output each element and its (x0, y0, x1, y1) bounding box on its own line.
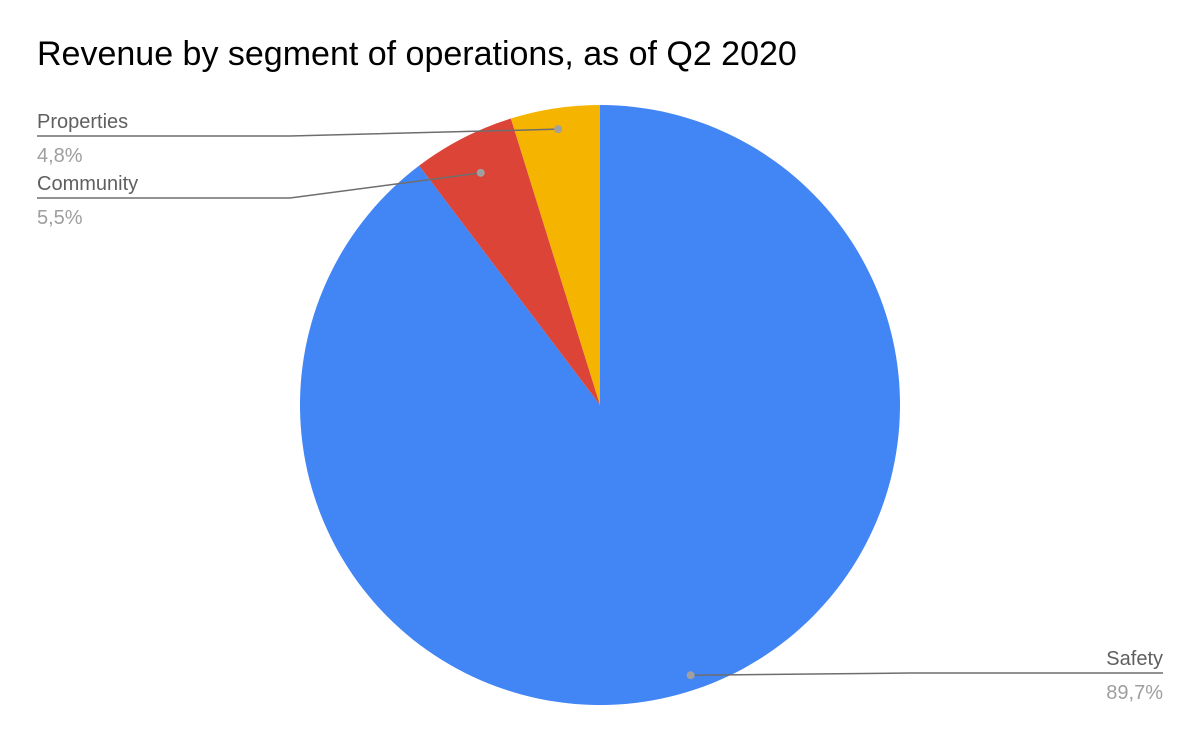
slice-labels: Safety 89,7% Community 5,5% Properties 4,8% (37, 111, 1163, 704)
leader-lines (37, 125, 1163, 680)
chart-title: Revenue by segment of operations, as of … (37, 35, 797, 73)
leader-line-safety (690, 672, 1163, 676)
leader-line-properties (37, 128, 559, 137)
leader-dot-properties (554, 125, 563, 134)
slice-label-community: Community (37, 173, 138, 195)
leader-line-community (37, 172, 481, 199)
leader-dot-community (476, 168, 485, 177)
slice-percent-community: 5,5% (37, 207, 83, 229)
slice-percent-safety: 89,7% (1106, 682, 1163, 704)
slice-label-properties: Properties (37, 111, 128, 133)
slice-label-safety: Safety (1106, 648, 1163, 670)
leader-dot-safety (686, 671, 695, 680)
slice-percent-properties: 4,8% (37, 145, 83, 167)
slice-community (419, 118, 600, 405)
pie-slices (299, 105, 900, 705)
slice-properties (510, 105, 600, 405)
